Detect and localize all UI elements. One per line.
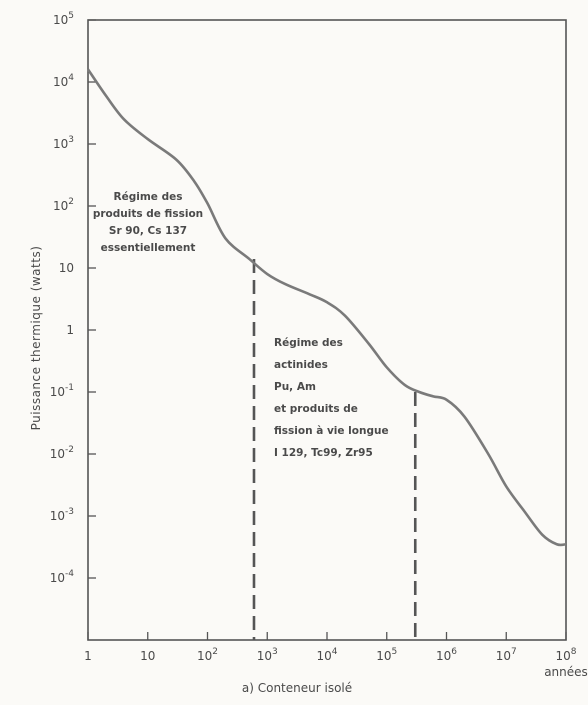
x-tick-label: 106 [436, 647, 457, 663]
x-tick-label: 108 [555, 647, 576, 663]
figure-caption: a) Conteneur isolé [242, 681, 352, 695]
y-tick-label: 10-4 [50, 569, 75, 585]
annotation-line: produits de fission [93, 208, 203, 220]
annotation-line: Sr 90, Cs 137 [109, 225, 187, 237]
y-tick-label: 10-1 [50, 383, 74, 399]
x-tick-label: 103 [257, 647, 278, 663]
x-tick-label: 107 [496, 647, 517, 663]
annotation-line: et produits de [274, 403, 358, 415]
y-axis-title: Puissance thermique (watts) [29, 246, 43, 431]
y-tick-label: 1 [66, 323, 74, 337]
y-tick-label: 103 [53, 135, 74, 151]
annotation-line: Pu, Am [274, 381, 316, 393]
annotation-line: actinides [274, 359, 328, 371]
annotation-line: I 129, Tc99, Zr95 [274, 447, 373, 459]
y-tick-label: 10-2 [50, 445, 74, 461]
annotation-line: fission à vie longue [274, 425, 389, 437]
power-curve [86, 68, 567, 547]
annotation-line: Régime des [114, 191, 183, 203]
x-tick-label: 10 [140, 649, 155, 663]
x-tick-label: 1 [84, 649, 92, 663]
y-tick-label: 10-3 [50, 507, 74, 523]
x-tick-label: 102 [197, 647, 218, 663]
y-tick-label: 10 [59, 261, 74, 275]
plot-frame [87, 19, 567, 641]
annotation-line: essentiellement [101, 242, 196, 254]
x-axis-title: années [544, 665, 588, 679]
x-tick-label: 104 [316, 647, 337, 663]
y-tick-label: 105 [53, 11, 74, 27]
y-tick-label: 104 [53, 73, 74, 89]
y-tick-label: 102 [53, 197, 74, 213]
annotation-line: Régime des [274, 337, 343, 349]
x-tick-label: 105 [376, 647, 397, 663]
